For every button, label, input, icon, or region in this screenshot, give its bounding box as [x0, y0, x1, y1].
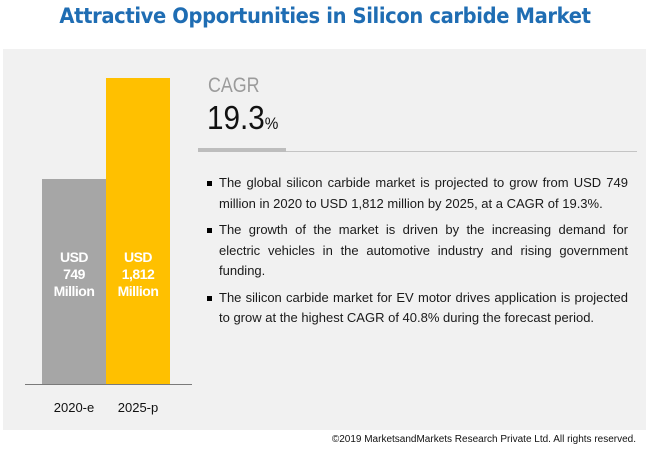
bar-value-label: USD 1,812 Million [106, 249, 170, 300]
bullet-square-icon [207, 228, 212, 233]
bar-value-label-line: USD [123, 249, 153, 265]
content-panel: USD 749 Million 2020-e USD 1,812 Million 2025-p… [3, 49, 646, 430]
bullet-square-icon [207, 295, 212, 301]
bar-value-label: USD 749 Million [42, 249, 106, 300]
key-point-text: The global silicon carbide market is pro… [219, 175, 628, 211]
cagr-divider [286, 151, 637, 152]
key-point: The global silicon carbide market is pro… [203, 173, 628, 214]
cagr-underline-accent [198, 148, 286, 152]
bar-value-label-line: 749 [63, 266, 85, 282]
page-title: Attractive Opportunities in Silicon carb… [59, 4, 591, 28]
key-point-text: The silicon carbide market for EV motor … [219, 289, 628, 326]
bar-value-label-line: Million [53, 283, 95, 299]
bar-2020-e: USD 749 Million [42, 179, 106, 384]
bar-value-label-line: USD [59, 249, 89, 265]
x-axis-line [25, 384, 192, 385]
key-point: The growth of the market is driven by th… [203, 220, 628, 282]
x-tick-label: 2025-p [117, 400, 159, 415]
key-point: The silicon carbide market for EV motor … [203, 288, 628, 329]
copyright-footer: ©2019 MarketsandMarkets Research Private… [331, 434, 636, 445]
bar-value-label-line: 1,812 [121, 266, 155, 282]
cagr-unit: % [264, 114, 279, 133]
bullet-square-icon [207, 181, 212, 186]
cagr-label: CAGR [208, 74, 260, 97]
bar-chart: USD 749 Million 2020-e USD 1,812 Million 2025-p [3, 49, 203, 430]
key-points-list: The global silicon carbide market is pro… [203, 173, 628, 335]
cagr-value: 19.3% [207, 99, 278, 137]
bar-value-label-line: Million [117, 283, 159, 299]
bar-2025-p: USD 1,812 Million [106, 78, 170, 384]
key-point-text: The growth of the market is driven by th… [219, 222, 628, 278]
cagr-number: 19.3 [207, 99, 265, 136]
x-tick-label: 2020-e [53, 400, 95, 415]
